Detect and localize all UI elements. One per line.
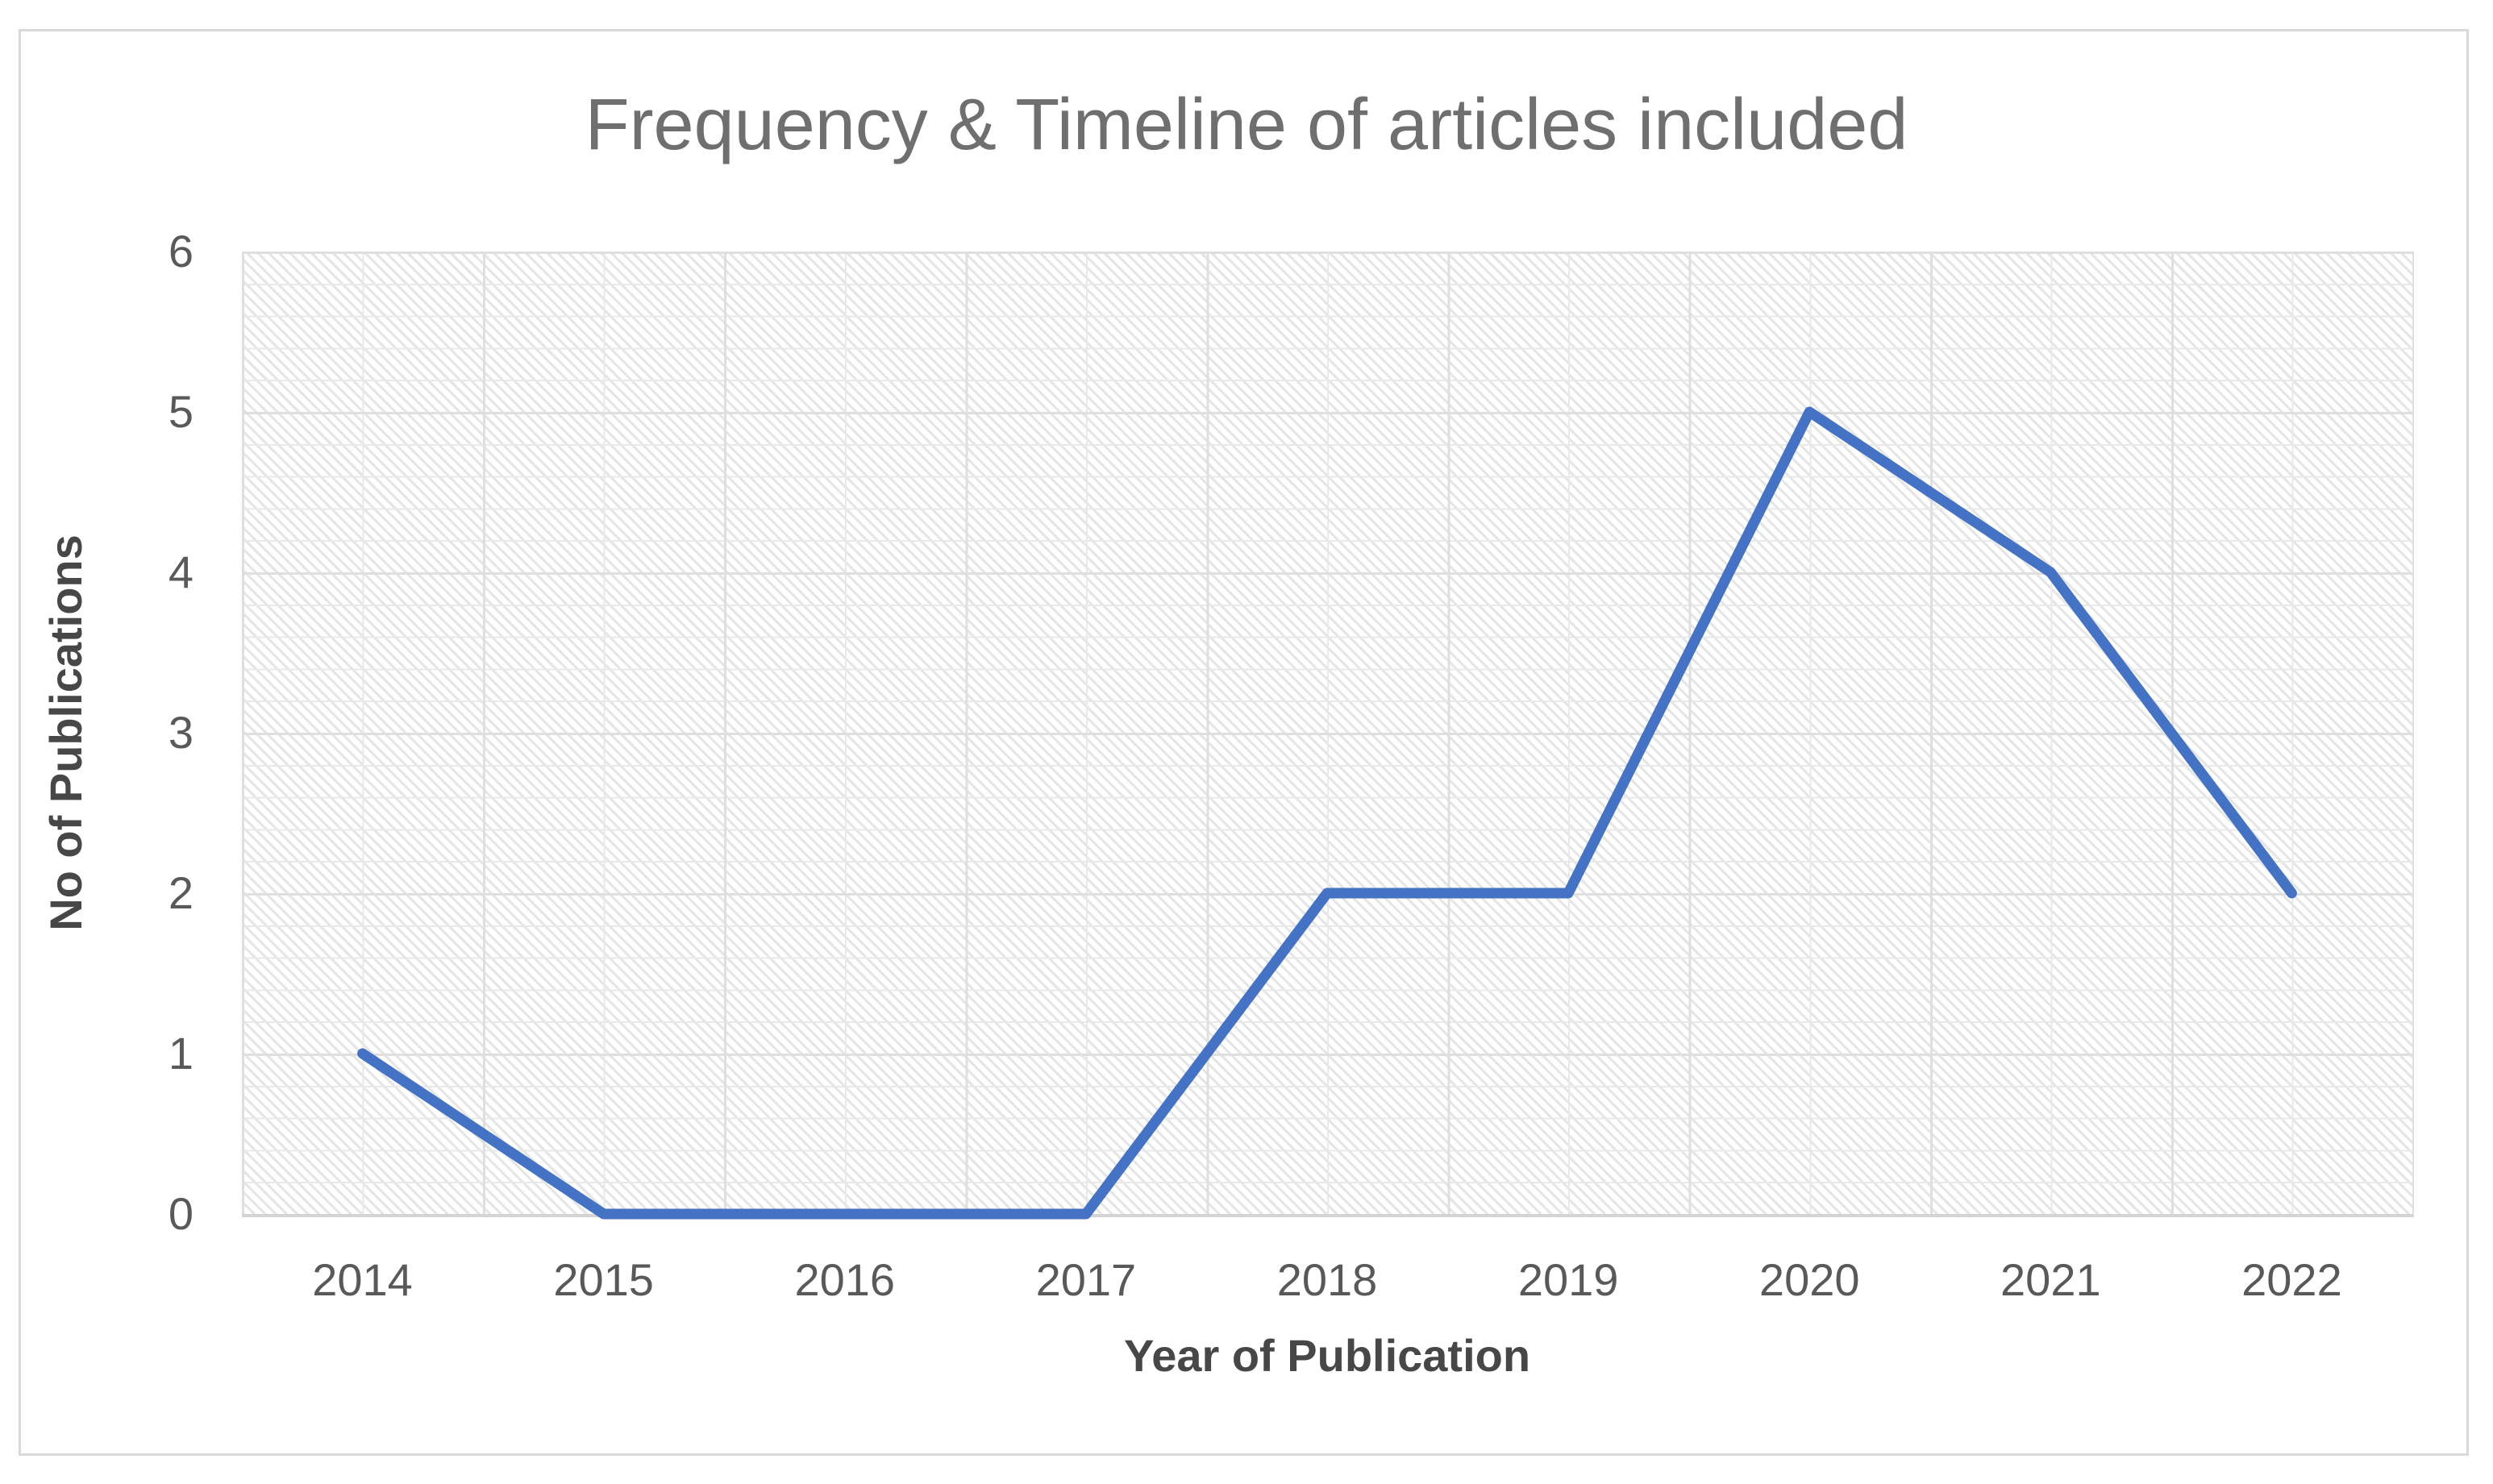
y-tick-label: 4 bbox=[168, 547, 194, 597]
x-tick-label: 2016 bbox=[794, 1254, 896, 1305]
y-tick-label: 5 bbox=[168, 386, 194, 437]
y-tick-label: 2 bbox=[168, 867, 194, 918]
x-tick-label: 2022 bbox=[2241, 1254, 2342, 1305]
x-tick-label: 2015 bbox=[553, 1254, 654, 1305]
x-axis-title: Year of Publication bbox=[1123, 1330, 1531, 1381]
y-tick-label: 0 bbox=[168, 1188, 194, 1239]
x-tick-label: 2019 bbox=[1517, 1254, 1619, 1305]
x-tick-label: 2018 bbox=[1276, 1254, 1378, 1305]
x-tick-label: 2017 bbox=[1035, 1254, 1137, 1305]
y-tick-label: 3 bbox=[168, 707, 194, 758]
series-line-publications bbox=[357, 406, 2297, 1220]
plot-area bbox=[242, 251, 2414, 1220]
chart-title: Frequency & Timeline of articles include… bbox=[585, 85, 1908, 165]
x-tick-label: 2014 bbox=[312, 1254, 413, 1305]
y-tick-label: 6 bbox=[168, 226, 194, 276]
line-chart-svg bbox=[357, 406, 2297, 1220]
x-tick-label: 2021 bbox=[2000, 1254, 2101, 1305]
x-tick-label: 2020 bbox=[1758, 1254, 1860, 1305]
y-tick-label: 1 bbox=[168, 1028, 194, 1079]
